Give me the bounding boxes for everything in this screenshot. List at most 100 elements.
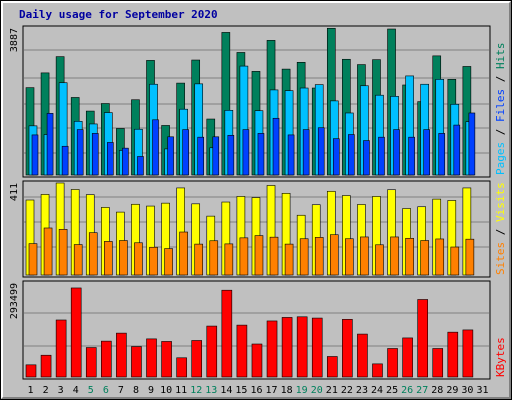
bar-kbytes-day-14 bbox=[221, 289, 233, 378]
bar-sites-day-2 bbox=[43, 227, 53, 276]
bar-pages-day-9 bbox=[152, 119, 159, 176]
x-tick-label: 18 bbox=[281, 385, 293, 396]
bar-kbytes-day-26 bbox=[402, 337, 413, 378]
x-tick-label: 15 bbox=[235, 385, 247, 396]
bar-sites-day-27 bbox=[420, 240, 429, 276]
x-tick-label: 10 bbox=[160, 385, 172, 396]
bar-pages-day-16 bbox=[257, 133, 265, 176]
bar-sites-day-29 bbox=[450, 246, 460, 276]
bar-pages-day-12 bbox=[197, 136, 205, 176]
x-tick-label: 20 bbox=[311, 385, 323, 396]
series-label-top: Pages / Files / Hits bbox=[494, 43, 507, 176]
x-tick-label: 26 bbox=[401, 385, 413, 396]
max-label-bottom: 293499 bbox=[9, 283, 20, 319]
series-label-top-part: Hits bbox=[494, 43, 507, 70]
bar-sites-day-16 bbox=[254, 235, 264, 276]
bar-pages-day-18 bbox=[287, 134, 295, 176]
bar-kbytes-day-1 bbox=[25, 364, 37, 378]
bar-sites-day-3 bbox=[58, 229, 68, 276]
bar-sites-day-13 bbox=[209, 240, 219, 276]
x-tick-label: 8 bbox=[133, 385, 139, 396]
bar-kbytes-day-21 bbox=[326, 356, 338, 378]
bar-kbytes-day-12 bbox=[191, 340, 203, 378]
bar-sites-day-24 bbox=[375, 244, 384, 276]
bar-pages-day-6 bbox=[107, 142, 114, 176]
x-tick-label: 23 bbox=[356, 385, 368, 396]
series-label-middle-part: Sites bbox=[494, 242, 507, 275]
bar-pages-day-23 bbox=[363, 140, 370, 176]
bar-pages-day-27 bbox=[423, 129, 430, 176]
bar-pages-day-17 bbox=[272, 117, 280, 176]
bar-sites-day-19 bbox=[299, 238, 309, 276]
series-label-middle: Sites / Visits bbox=[494, 182, 507, 275]
max-label-top: 3887 bbox=[9, 28, 20, 52]
bar-pages-day-7 bbox=[122, 147, 129, 176]
x-tick-label: 12 bbox=[190, 385, 202, 396]
bar-kbytes-day-20 bbox=[311, 317, 323, 378]
x-tick-label: 17 bbox=[266, 385, 278, 396]
bar-sites-day-6 bbox=[104, 241, 113, 276]
bar-pages-day-2 bbox=[46, 113, 54, 176]
x-tick-label: 28 bbox=[431, 385, 443, 396]
series-label-top-part: / bbox=[494, 69, 507, 89]
bar-pages-day-21 bbox=[332, 138, 340, 176]
bar-pages-day-15 bbox=[242, 129, 250, 176]
bar-kbytes-day-5 bbox=[85, 347, 97, 378]
bar-kbytes-day-24 bbox=[372, 363, 383, 378]
x-tick-label: 31 bbox=[476, 385, 488, 396]
bar-kbytes-day-4 bbox=[70, 287, 82, 378]
bar-pages-day-29 bbox=[453, 124, 461, 176]
series-label-top-part: Files bbox=[494, 89, 507, 122]
series-label-top-part: Pages bbox=[494, 142, 507, 175]
x-tick-label: 30 bbox=[461, 385, 473, 396]
bar-sites-day-26 bbox=[405, 237, 414, 276]
bar-kbytes-day-28 bbox=[432, 348, 444, 378]
x-tick-label: 7 bbox=[118, 385, 124, 396]
bar-sites-day-23 bbox=[360, 236, 369, 276]
bar-pages-day-13 bbox=[212, 136, 220, 176]
bar-sites-day-10 bbox=[164, 248, 173, 276]
bar-pages-day-30 bbox=[468, 112, 476, 176]
bar-sites-day-7 bbox=[119, 240, 128, 276]
bar-sites-day-8 bbox=[134, 242, 143, 276]
bar-pages-day-25 bbox=[393, 129, 400, 176]
bar-sites-day-1 bbox=[28, 243, 38, 276]
bar-sites-day-17 bbox=[269, 236, 279, 276]
bar-kbytes-day-7 bbox=[116, 332, 127, 378]
bar-kbytes-day-25 bbox=[387, 348, 398, 378]
bar-sites-day-5 bbox=[88, 232, 98, 276]
bar-pages-day-8 bbox=[137, 156, 144, 176]
bar-pages-day-28 bbox=[438, 133, 446, 176]
bar-sites-day-15 bbox=[239, 237, 249, 276]
bar-pages-day-24 bbox=[378, 136, 385, 176]
bar-sites-day-4 bbox=[73, 244, 83, 276]
x-tick-label: 27 bbox=[416, 385, 428, 396]
bar-sites-day-20 bbox=[314, 237, 324, 276]
bar-sites-day-18 bbox=[284, 243, 294, 276]
x-tick-label: 13 bbox=[205, 385, 217, 396]
chart-title: Daily usage for September 2020 bbox=[19, 8, 218, 21]
bar-pages-day-22 bbox=[348, 134, 355, 176]
bar-kbytes-day-29 bbox=[447, 331, 459, 378]
x-tick-label: 2 bbox=[43, 385, 49, 396]
bar-pages-day-20 bbox=[317, 127, 325, 176]
bar-kbytes-day-30 bbox=[462, 329, 474, 378]
bar-sites-day-30 bbox=[465, 238, 475, 276]
x-tick-label: 11 bbox=[175, 385, 187, 396]
bar-kbytes-day-22 bbox=[342, 319, 353, 378]
bar-sites-day-12 bbox=[194, 243, 204, 276]
bar-kbytes-day-23 bbox=[357, 333, 368, 378]
bar-sites-day-9 bbox=[149, 246, 158, 276]
x-tick-label: 19 bbox=[296, 385, 308, 396]
bar-pages-day-14 bbox=[227, 134, 235, 176]
bar-pages-day-4 bbox=[76, 129, 84, 176]
bar-kbytes-day-16 bbox=[251, 343, 263, 378]
max-label-middle: 411 bbox=[9, 183, 20, 201]
x-tick-label: 22 bbox=[341, 385, 353, 396]
bar-pages-day-19 bbox=[302, 129, 310, 176]
x-tick-label: 3 bbox=[58, 385, 64, 396]
bar-kbytes-day-8 bbox=[131, 346, 142, 378]
bar-pages-day-11 bbox=[182, 129, 189, 176]
bar-kbytes-day-19 bbox=[296, 316, 308, 378]
